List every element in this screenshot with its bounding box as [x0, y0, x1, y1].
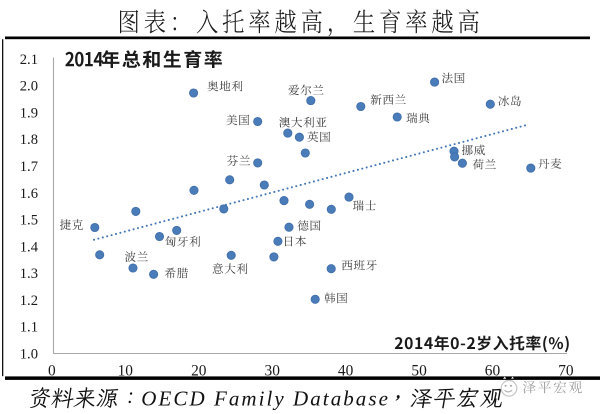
- svg-text:1.6: 1.6: [20, 186, 38, 202]
- svg-text:2.0: 2.0: [20, 79, 38, 95]
- svg-text:1.8: 1.8: [20, 132, 38, 148]
- svg-text:1.2: 1.2: [20, 293, 38, 309]
- svg-text:1.5: 1.5: [20, 213, 38, 229]
- svg-text:70: 70: [558, 362, 574, 379]
- svg-text:1.9: 1.9: [20, 105, 38, 121]
- svg-text:30: 30: [265, 362, 281, 379]
- svg-text:OECD Family Database: OECD Family Database: [141, 386, 390, 410]
- svg-text:60: 60: [485, 362, 501, 379]
- svg-text:10: 10: [118, 362, 134, 379]
- svg-text:1.3: 1.3: [20, 266, 38, 282]
- svg-text:1.1: 1.1: [20, 320, 38, 336]
- svg-text:2.1: 2.1: [20, 52, 38, 68]
- svg-text:1.0: 1.0: [20, 347, 38, 363]
- svg-text:40: 40: [338, 362, 354, 379]
- svg-text:0: 0: [48, 362, 56, 379]
- svg-text:1.7: 1.7: [20, 159, 38, 175]
- svg-text:20: 20: [191, 362, 207, 379]
- svg-text:50: 50: [411, 362, 427, 379]
- svg-text:1.4: 1.4: [20, 239, 39, 255]
